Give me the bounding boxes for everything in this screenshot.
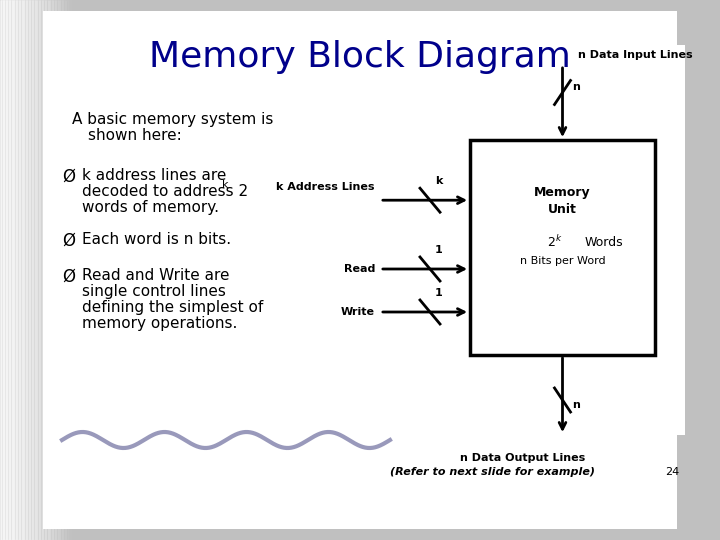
- Text: 24: 24: [665, 467, 679, 477]
- Bar: [35, 0, 36, 540]
- Bar: [22, 0, 23, 540]
- Text: (Refer to next slide for example): (Refer to next slide for example): [390, 467, 595, 477]
- Bar: [6, 0, 7, 540]
- Bar: [37, 0, 39, 540]
- Bar: [26, 0, 27, 540]
- Text: n Data Input Lines: n Data Input Lines: [577, 50, 692, 60]
- Bar: [39, 0, 40, 540]
- Text: n Bits per Word: n Bits per Word: [520, 256, 606, 267]
- Text: shown here:: shown here:: [88, 128, 181, 143]
- Bar: [24, 0, 26, 540]
- Bar: [59, 0, 60, 540]
- Text: single control lines: single control lines: [82, 284, 226, 299]
- Bar: [66, 0, 68, 540]
- Bar: [17, 0, 19, 540]
- Bar: [29, 0, 30, 540]
- Bar: [49, 0, 50, 540]
- Text: k Address Lines: k Address Lines: [276, 182, 375, 192]
- Bar: [52, 0, 53, 540]
- Bar: [60, 0, 62, 540]
- Text: Read: Read: [343, 264, 375, 274]
- Bar: [71, 0, 72, 540]
- Text: k address lines are: k address lines are: [82, 168, 226, 183]
- Bar: [53, 0, 55, 540]
- Text: Words: Words: [585, 236, 623, 249]
- Text: n: n: [572, 83, 580, 92]
- Bar: [33, 0, 35, 540]
- Bar: [40, 0, 42, 540]
- Text: n Data Output Lines: n Data Output Lines: [460, 453, 585, 463]
- Bar: [43, 0, 45, 540]
- Bar: [14, 0, 16, 540]
- Bar: [10, 0, 12, 540]
- Text: Read and Write are: Read and Write are: [82, 268, 230, 283]
- Text: n: n: [572, 400, 580, 410]
- Bar: [4, 0, 6, 540]
- Text: memory operations.: memory operations.: [82, 316, 238, 331]
- Bar: [12, 0, 13, 540]
- Text: A basic memory system is: A basic memory system is: [72, 112, 274, 127]
- Bar: [27, 0, 29, 540]
- Text: Unit: Unit: [548, 203, 577, 216]
- Bar: [36, 0, 37, 540]
- Bar: [355, 45, 685, 435]
- Text: Memory: Memory: [534, 186, 591, 199]
- Text: Ø: Ø: [62, 232, 75, 250]
- Text: $2^k$: $2^k$: [546, 234, 562, 251]
- Bar: [1, 0, 3, 540]
- Bar: [32, 0, 33, 540]
- Bar: [16, 0, 17, 540]
- Bar: [62, 0, 63, 540]
- Text: k: k: [222, 180, 228, 190]
- Bar: [68, 0, 69, 540]
- Bar: [23, 0, 24, 540]
- Bar: [43, 11, 677, 529]
- Text: Ø: Ø: [62, 168, 75, 186]
- Bar: [7, 0, 9, 540]
- Bar: [58, 0, 59, 540]
- Bar: [13, 0, 14, 540]
- Bar: [20, 0, 22, 540]
- Bar: [63, 0, 65, 540]
- Text: Ø: Ø: [62, 268, 75, 286]
- Text: defining the simplest of: defining the simplest of: [82, 300, 264, 315]
- Bar: [65, 0, 66, 540]
- Text: words of memory.: words of memory.: [82, 200, 219, 215]
- Bar: [69, 0, 71, 540]
- Text: Write: Write: [341, 307, 375, 317]
- Text: Each word is n bits.: Each word is n bits.: [82, 232, 231, 247]
- Bar: [0, 0, 1, 540]
- Bar: [46, 0, 48, 540]
- Bar: [42, 0, 43, 540]
- Bar: [48, 0, 49, 540]
- Bar: [56, 0, 58, 540]
- Bar: [9, 0, 10, 540]
- Text: Memory Block Diagram: Memory Block Diagram: [149, 40, 571, 74]
- Text: decoded to address 2: decoded to address 2: [82, 184, 248, 199]
- Bar: [3, 0, 4, 540]
- Bar: [55, 0, 56, 540]
- Bar: [50, 0, 52, 540]
- Text: 1: 1: [435, 288, 443, 298]
- Bar: [30, 0, 32, 540]
- Text: k: k: [435, 176, 442, 186]
- Bar: [19, 0, 20, 540]
- Text: 1: 1: [435, 245, 443, 255]
- Bar: [45, 0, 46, 540]
- Bar: [470, 140, 655, 355]
